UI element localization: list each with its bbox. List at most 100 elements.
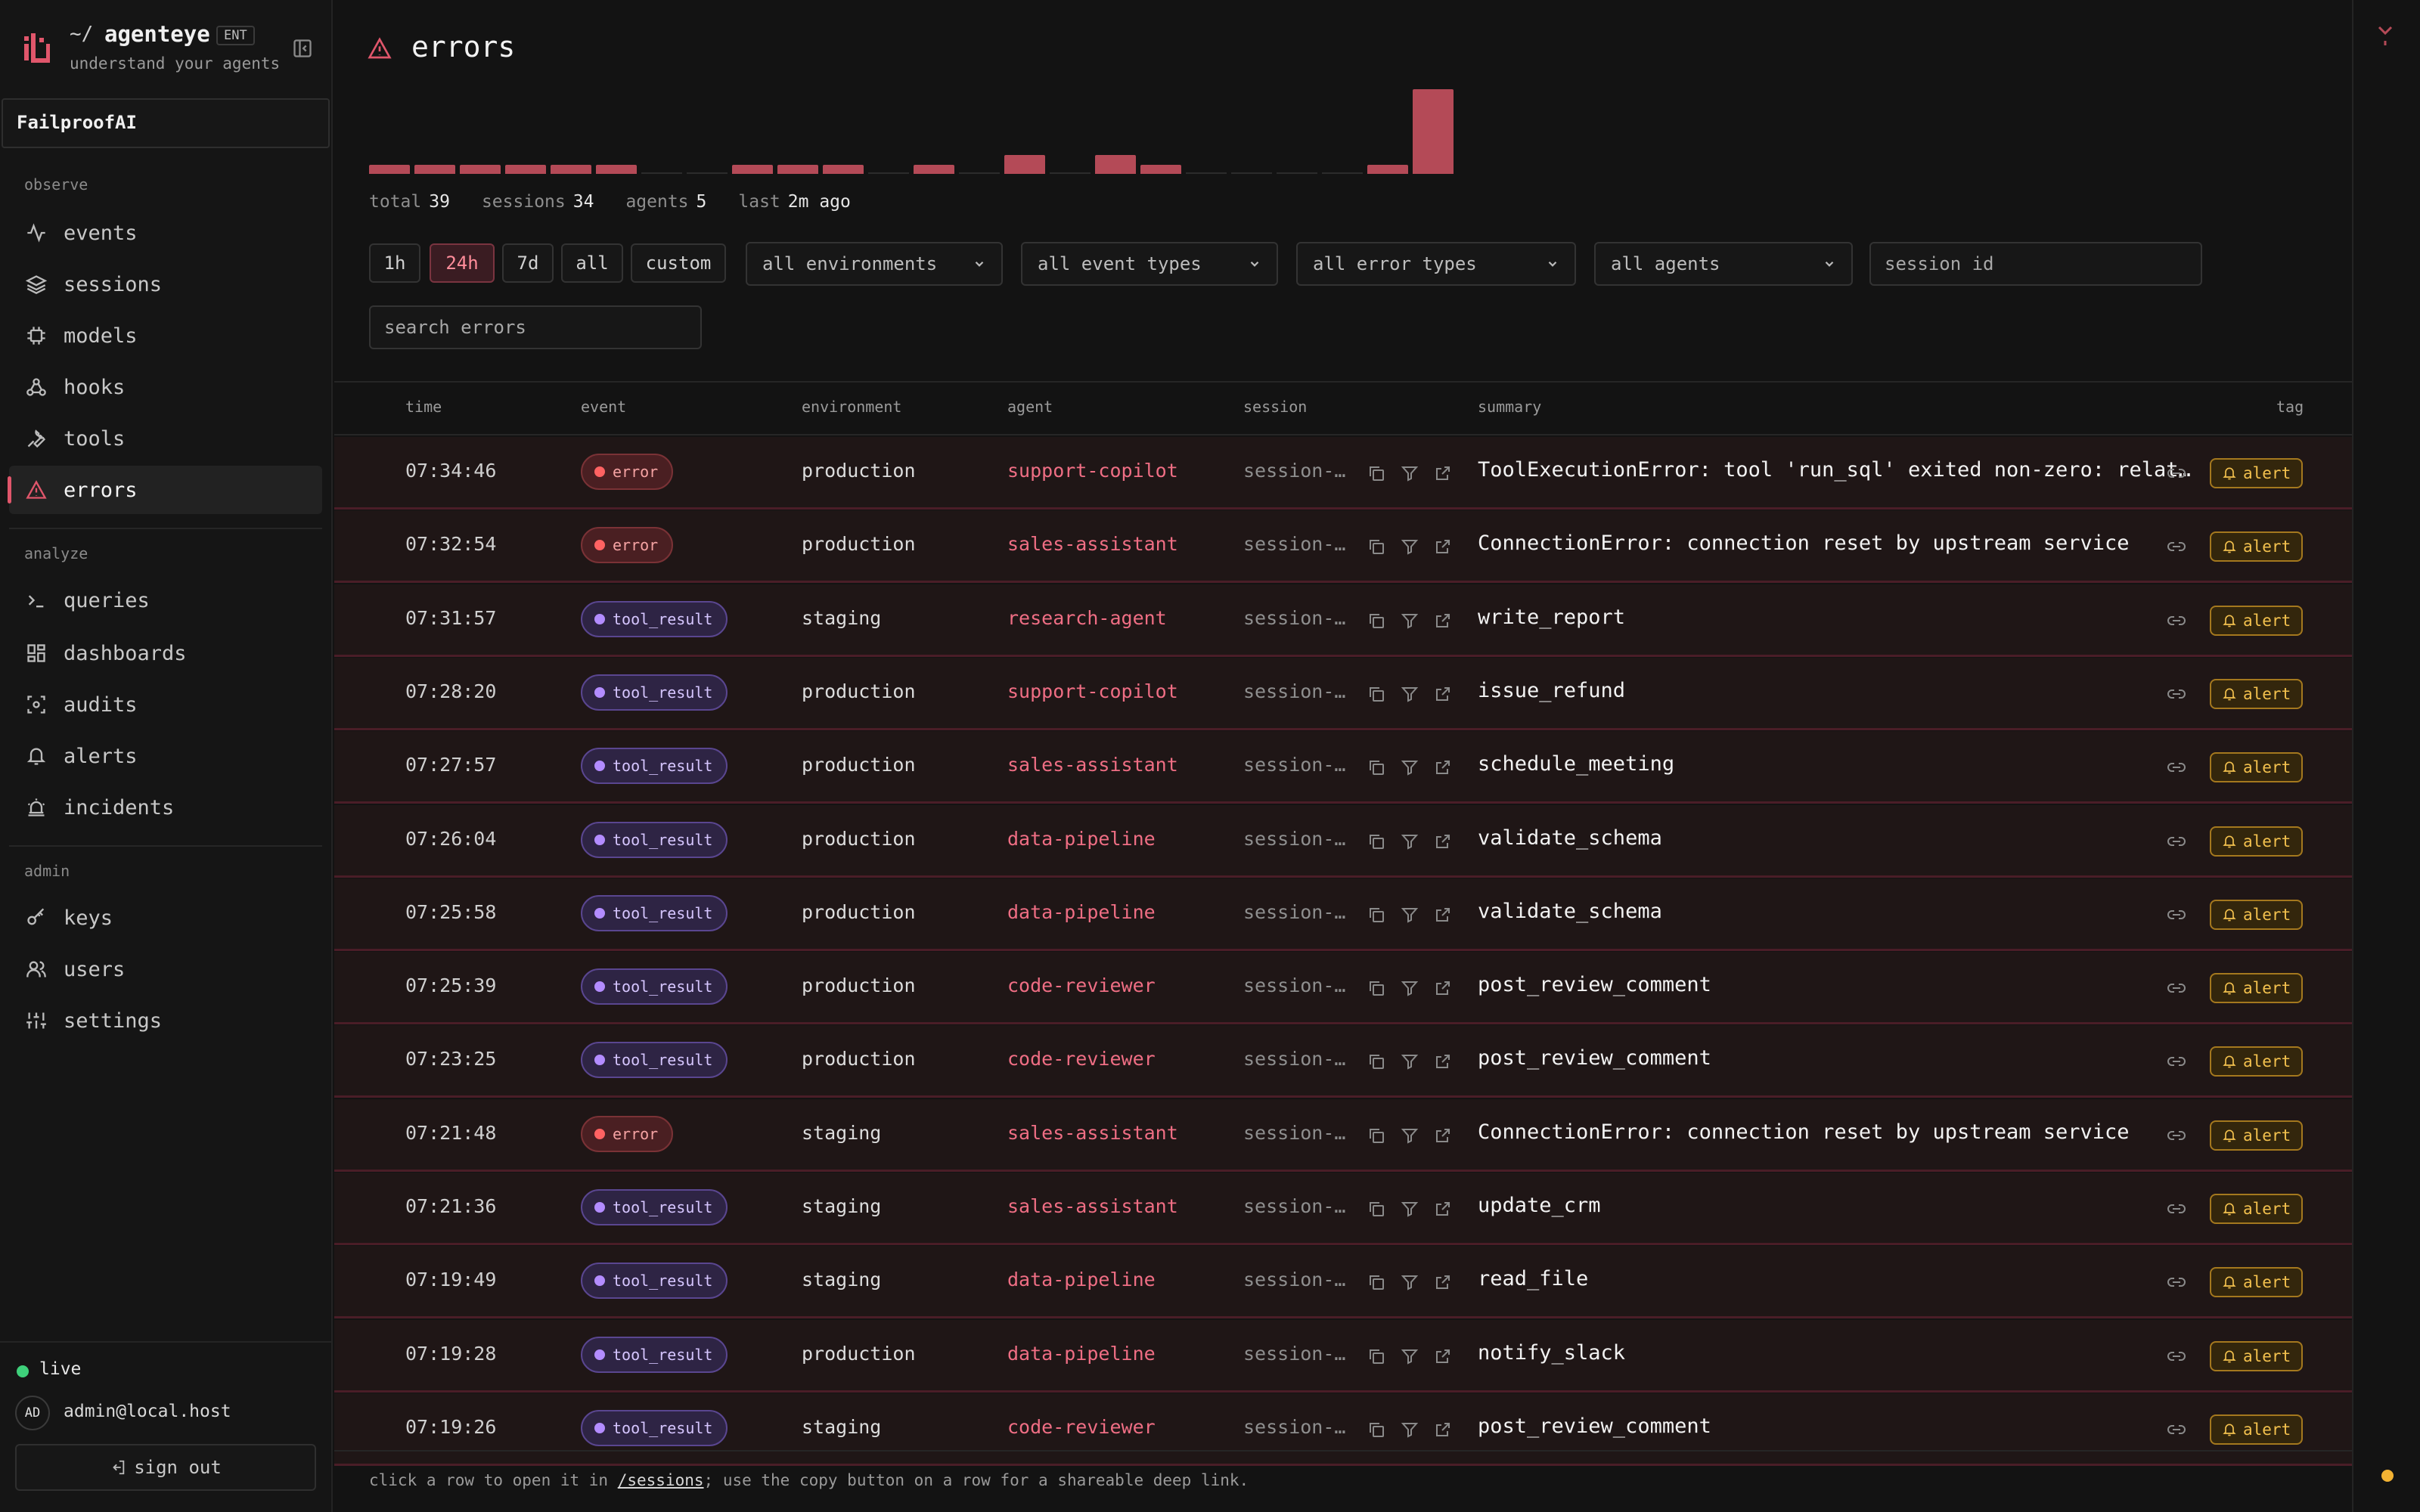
table-row[interactable]: 07:25:39 tool_result production code-review… xyxy=(334,952,2352,1024)
copy-icon[interactable] xyxy=(1367,464,1385,482)
column-header-summary[interactable]: summary xyxy=(1478,398,1542,416)
copy-icon[interactable] xyxy=(1367,758,1385,776)
column-header-agent[interactable]: agent xyxy=(1007,398,1053,416)
filter-icon[interactable] xyxy=(1401,832,1419,850)
filter-icon[interactable] xyxy=(1401,1273,1419,1291)
histogram-bar[interactable] xyxy=(1140,165,1181,174)
link-icon[interactable] xyxy=(2166,1200,2187,1218)
copy-icon[interactable] xyxy=(1367,1421,1385,1439)
row-agent[interactable]: sales-assistant xyxy=(1007,533,1178,555)
session-id-input[interactable] xyxy=(1869,242,2202,286)
row-session[interactable]: session-s… xyxy=(1243,754,1348,776)
row-agent[interactable]: data-pipeline xyxy=(1007,1343,1156,1365)
filter-icon[interactable] xyxy=(1401,1126,1419,1145)
row-session[interactable]: session-c… xyxy=(1243,1048,1348,1070)
filter-icon[interactable] xyxy=(1401,758,1419,776)
alert-tag[interactable]: alert xyxy=(2210,1046,2304,1077)
histogram-bar[interactable] xyxy=(505,165,546,174)
table-row[interactable]: 07:27:57 tool_result production sales-assis… xyxy=(334,731,2352,804)
link-icon[interactable] xyxy=(2166,1052,2187,1070)
histogram-bar[interactable] xyxy=(732,165,773,174)
copy-icon[interactable] xyxy=(1367,685,1385,703)
row-session[interactable]: session-d… xyxy=(1243,901,1348,923)
alert-tag[interactable]: alert xyxy=(2210,973,2304,1003)
histogram-bar[interactable] xyxy=(414,165,455,174)
link-icon[interactable] xyxy=(2166,464,2187,482)
range-24h-button[interactable]: 24h xyxy=(430,243,495,283)
external-link-icon[interactable] xyxy=(1434,1126,1452,1145)
copy-icon[interactable] xyxy=(1367,1200,1385,1218)
row-session[interactable]: session-s… xyxy=(1243,1195,1348,1217)
copy-icon[interactable] xyxy=(1367,1052,1385,1070)
chevron-down-icon[interactable] xyxy=(2375,23,2396,53)
agent-select[interactable]: all agents xyxy=(1594,242,1853,286)
column-header-event[interactable]: event xyxy=(581,398,627,416)
filter-icon[interactable] xyxy=(1401,906,1419,924)
external-link-icon[interactable] xyxy=(1434,1052,1452,1070)
filter-icon[interactable] xyxy=(1401,464,1419,482)
external-link-icon[interactable] xyxy=(1434,832,1452,850)
table-row[interactable]: 07:21:36 tool_result staging sales-assistan… xyxy=(334,1173,2352,1245)
external-link-icon[interactable] xyxy=(1434,1200,1452,1218)
table-row[interactable]: 07:19:26 tool_result staging code-reviewer s… xyxy=(334,1393,2352,1466)
histogram-bar[interactable] xyxy=(1095,155,1136,174)
column-header-session[interactable]: session xyxy=(1243,398,1308,416)
row-session[interactable]: session-c… xyxy=(1243,974,1348,996)
alert-tag[interactable]: alert xyxy=(2210,531,2304,562)
sidebar-item-events[interactable]: events xyxy=(9,209,322,257)
link-icon[interactable] xyxy=(2166,612,2187,630)
link-icon[interactable] xyxy=(2166,979,2187,997)
link-icon[interactable] xyxy=(2166,832,2187,850)
row-agent[interactable]: research-agent xyxy=(1007,607,1167,629)
external-link-icon[interactable] xyxy=(1434,538,1452,556)
external-link-icon[interactable] xyxy=(1434,685,1452,703)
sidebar-item-dashboards[interactable]: dashboards xyxy=(9,629,322,677)
row-agent[interactable]: data-pipeline xyxy=(1007,828,1156,850)
copy-icon[interactable] xyxy=(1367,906,1385,924)
external-link-icon[interactable] xyxy=(1434,906,1452,924)
table-row[interactable]: 07:32:54 error production sales-assistant se… xyxy=(334,510,2352,583)
alert-tag[interactable]: alert xyxy=(2210,458,2304,488)
link-icon[interactable] xyxy=(2166,1347,2187,1365)
row-session[interactable]: session-s… xyxy=(1243,680,1348,702)
alert-tag[interactable]: alert xyxy=(2210,826,2304,857)
table-row[interactable]: 07:23:25 tool_result production code-review… xyxy=(334,1025,2352,1098)
external-link-icon[interactable] xyxy=(1434,758,1452,776)
filter-icon[interactable] xyxy=(1401,685,1419,703)
table-row[interactable]: 07:25:58 tool_result production data-pipeli… xyxy=(334,878,2352,951)
range-custom-button[interactable]: custom xyxy=(631,243,726,283)
link-icon[interactable] xyxy=(2166,1273,2187,1291)
table-row[interactable]: 07:19:49 tool_result staging data-pipeline s… xyxy=(334,1246,2352,1318)
row-session[interactable]: session-d… xyxy=(1243,1343,1348,1365)
sidebar-item-keys[interactable]: keys xyxy=(9,894,322,942)
row-agent[interactable]: sales-assistant xyxy=(1007,1195,1178,1217)
row-agent[interactable]: support-copilot xyxy=(1007,680,1178,702)
sidebar-item-tools[interactable]: tools xyxy=(9,414,322,463)
sidebar-item-incidents[interactable]: incidents xyxy=(9,783,322,832)
alert-tag[interactable]: alert xyxy=(2210,1414,2304,1445)
sidebar-item-users[interactable]: users xyxy=(9,945,322,993)
copy-icon[interactable] xyxy=(1367,1273,1385,1291)
table-row[interactable]: 07:28:20 tool_result production support-cop… xyxy=(334,658,2352,730)
link-icon[interactable] xyxy=(2166,538,2187,556)
alert-tag[interactable]: alert xyxy=(2210,1341,2304,1371)
row-session[interactable]: session-s… xyxy=(1243,460,1348,482)
sidebar-item-audits[interactable]: audits xyxy=(9,680,322,729)
row-session[interactable]: session-s… xyxy=(1243,1122,1348,1144)
sign-out-button[interactable]: sign out xyxy=(15,1444,316,1491)
environment-select[interactable]: all environments xyxy=(746,242,1003,286)
search-errors-input[interactable] xyxy=(369,305,702,349)
histogram-bar[interactable] xyxy=(914,165,954,174)
filter-icon[interactable] xyxy=(1401,1200,1419,1218)
sidebar-item-settings[interactable]: settings xyxy=(9,996,322,1045)
error-type-select[interactable]: all error types xyxy=(1296,242,1576,286)
row-agent[interactable]: support-copilot xyxy=(1007,460,1178,482)
alert-tag[interactable]: alert xyxy=(2210,900,2304,930)
alert-tag[interactable]: alert xyxy=(2210,1120,2304,1151)
filter-icon[interactable] xyxy=(1401,1347,1419,1365)
row-session[interactable]: session-d… xyxy=(1243,828,1348,850)
alert-tag[interactable]: alert xyxy=(2210,752,2304,782)
row-session[interactable]: session-s… xyxy=(1243,533,1348,555)
external-link-icon[interactable] xyxy=(1434,1421,1452,1439)
histogram-bar[interactable] xyxy=(823,165,864,174)
